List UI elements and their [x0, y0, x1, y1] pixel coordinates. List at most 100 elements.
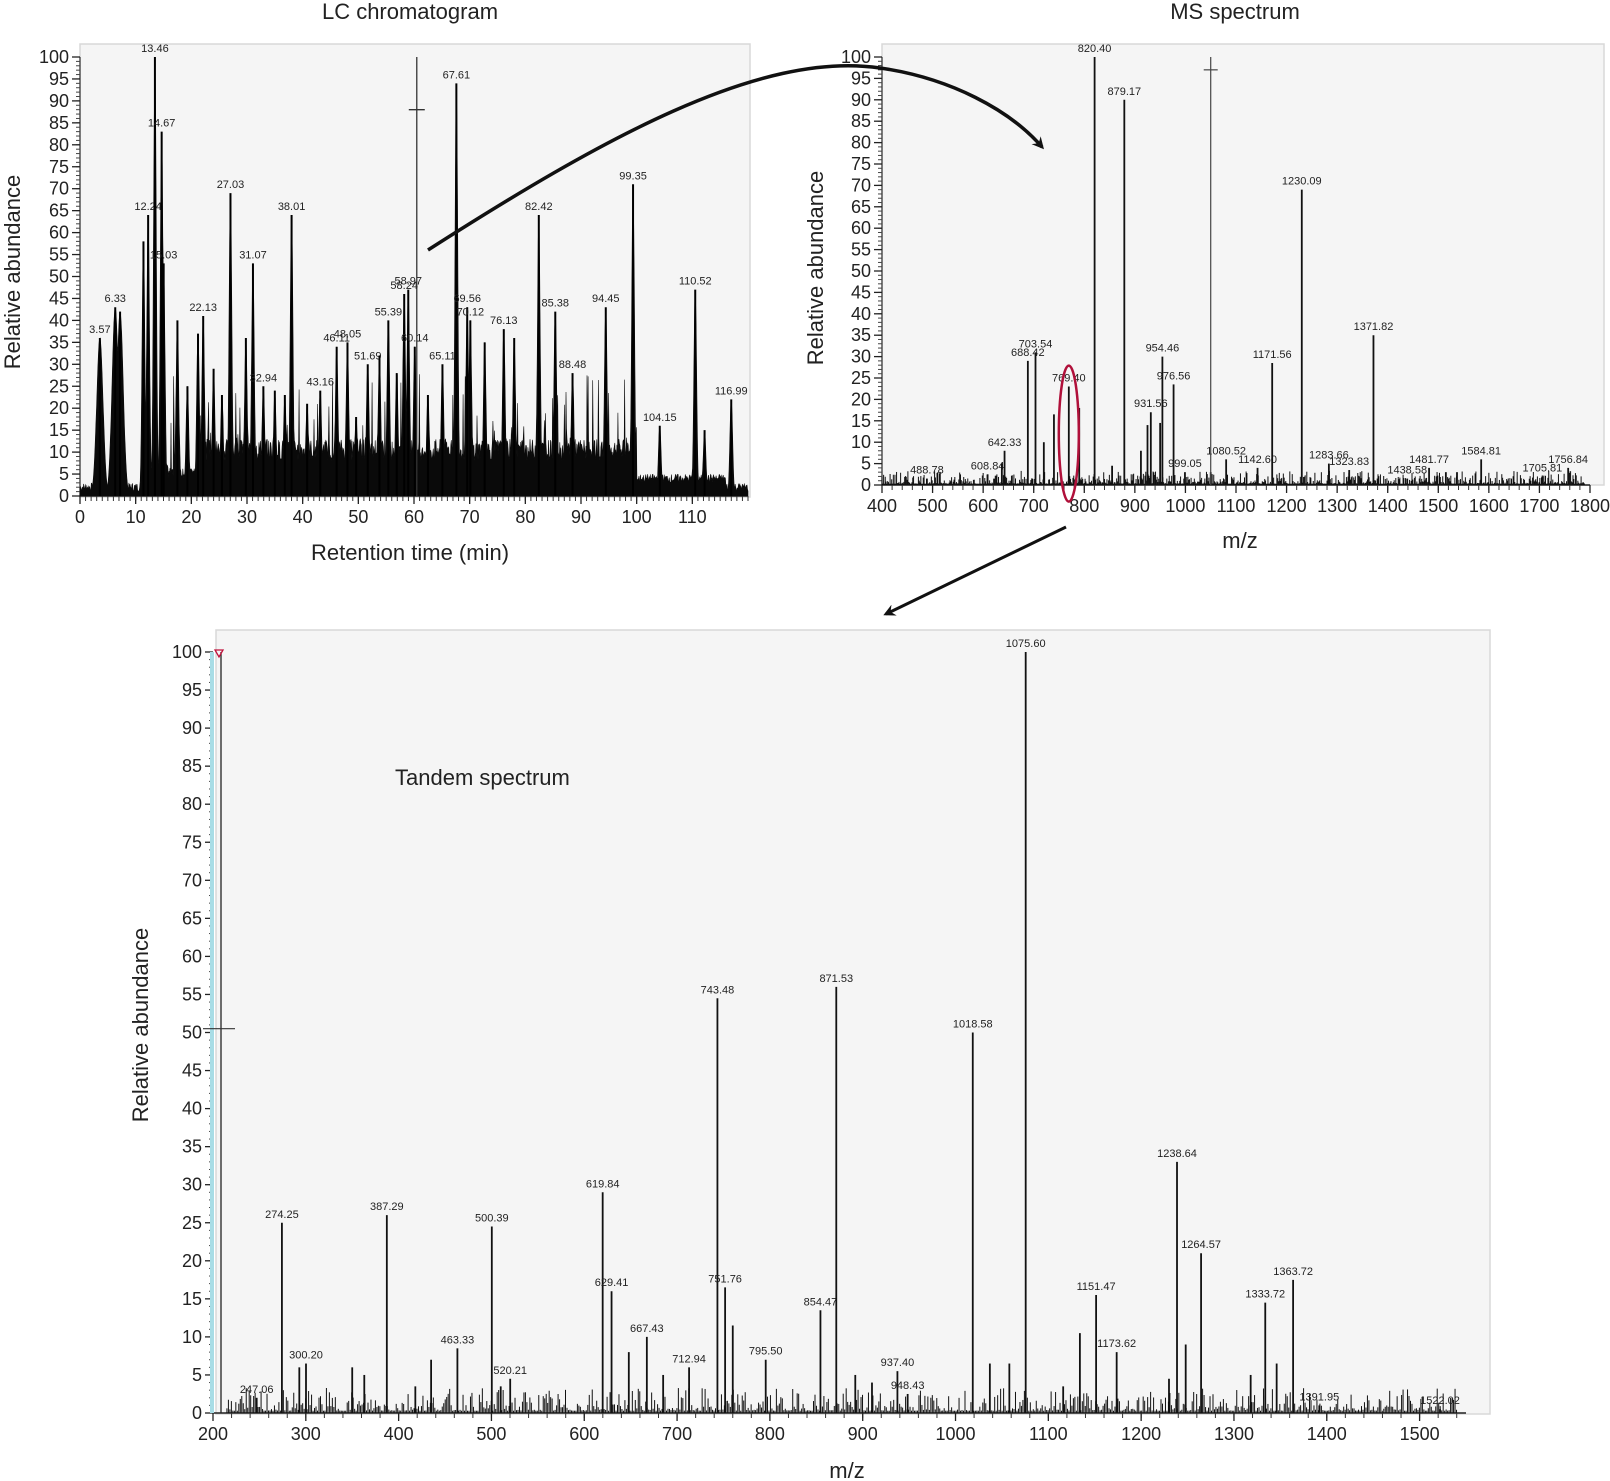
lc-peak-label: 43.16 [306, 377, 334, 389]
arrow-lc-to-ms [427, 63, 1044, 252]
msms-x-tick-label: 700 [662, 1424, 692, 1444]
ms-peak-label: 1142.60 [1238, 454, 1277, 466]
lc-y-tick-label: 90 [49, 91, 69, 111]
msms-peak-label: 795.50 [749, 1346, 783, 1358]
ms-y-tick-label: 85 [851, 111, 871, 131]
msms-x-tick-label: 200 [198, 1424, 228, 1444]
ms-x-tick-label: 1700 [1519, 496, 1559, 516]
lc-y-tick-label: 20 [49, 398, 69, 418]
lc-peak-label: 51.69 [354, 350, 382, 362]
msms-x-tick-label: 1000 [935, 1424, 975, 1444]
ms-spectrum-panel: MS spectrum 0510152025303540455055606570… [803, 0, 1610, 553]
msms-y-tick-label: 5 [192, 1365, 202, 1385]
msms-y-tick-label: 15 [182, 1289, 202, 1309]
ms-peak-label: 1481.77 [1409, 454, 1449, 466]
msms-peak-label: 463.33 [441, 1334, 475, 1346]
msms-y-tick-label: 35 [182, 1137, 202, 1157]
ms-peak-label: 976.56 [1157, 370, 1191, 382]
msms-x-tick-label: 900 [848, 1424, 878, 1444]
msms-y-tick-label: 55 [182, 984, 202, 1004]
msms-peak-label: 387.29 [370, 1201, 404, 1213]
lc-x-tick-label: 90 [571, 507, 591, 527]
msms-x-tick-label: 1300 [1214, 1424, 1254, 1444]
ms-peak-label: 488.78 [910, 465, 944, 477]
ms-peak-label: 931.56 [1134, 398, 1168, 410]
lc-y-tick-label: 0 [59, 486, 69, 506]
lc-peak-label: 15.03 [150, 249, 178, 261]
ms-peak-label: 1080.52 [1206, 445, 1246, 457]
ms-y-tick-label: 60 [851, 218, 871, 238]
ms-x-tick-label: 1000 [1165, 496, 1205, 516]
msms-peak-label: 871.53 [819, 973, 853, 985]
msms-chart-title: Tandem spectrum [395, 765, 570, 790]
ms-x-tick-label: 800 [1069, 496, 1099, 516]
lc-y-tick-label: 60 [49, 223, 69, 243]
lc-x-tick-label: 0 [75, 507, 85, 527]
msms-y-tick-label: 75 [182, 832, 202, 852]
msms-peak-label: 520.21 [493, 1365, 527, 1377]
ms-x-tick-label: 1500 [1418, 496, 1458, 516]
lc-y-tick-label: 50 [49, 267, 69, 287]
ms-x-tick-label: 1200 [1267, 496, 1307, 516]
lc-chart-title: LC chromatogram [322, 0, 498, 24]
msms-peak-label: 1018.58 [953, 1019, 993, 1031]
lc-y-tick-label: 65 [49, 201, 69, 221]
msms-y-tick-label: 50 [182, 1023, 202, 1043]
msms-plot-area [215, 629, 1491, 1415]
ms-x-tick-label: 400 [867, 496, 897, 516]
ms-x-tick-label: 1100 [1217, 496, 1256, 516]
ms-x-tick-label: 1300 [1317, 496, 1357, 516]
lc-x-tick-label: 10 [126, 507, 146, 527]
msms-y-tick-label: 80 [182, 794, 202, 814]
lc-peak-label: 60.14 [401, 333, 429, 345]
ms-y-tick-label: 35 [851, 325, 871, 345]
ms-peak-label: 1230.09 [1282, 176, 1322, 188]
ms-y-tick-label: 40 [851, 304, 871, 324]
ms-x-tick-label: 1600 [1469, 496, 1509, 516]
ms-peak-label: 769.40 [1052, 373, 1086, 385]
msms-x-tick-label: 300 [291, 1424, 321, 1444]
lc-peak-label: 99.35 [619, 170, 647, 182]
ms-peak-label: 999.05 [1168, 458, 1202, 470]
ms-y-tick-label: 70 [851, 175, 871, 195]
msms-y-tick-label: 65 [182, 908, 202, 928]
lc-peak-label: 65.11 [429, 350, 456, 362]
lc-x-axis-title: Retention time (min) [311, 540, 509, 565]
ms-precursor-highlight [1057, 364, 1081, 503]
msms-y-tick-label: 30 [182, 1175, 202, 1195]
msms-x-tick-label: 500 [476, 1424, 506, 1444]
ms-peak-label: 1371.82 [1354, 321, 1394, 333]
lc-peak-label: 12.24 [134, 201, 162, 213]
ms-chart-title: MS spectrum [1170, 0, 1300, 24]
ms-y-tick-label: 75 [851, 154, 871, 174]
ms-y-tick-label: 5 [861, 454, 871, 474]
ms-y-tick-label: 80 [851, 133, 871, 153]
lc-y-tick-label: 15 [49, 420, 69, 440]
msms-peak-label: 1173.62 [1097, 1338, 1136, 1350]
ms-plot-area [881, 43, 1605, 486]
lc-y-tick-label: 75 [49, 157, 69, 177]
ms-peak-label: 1705.81 [1522, 462, 1562, 474]
lc-y-tick-label: 55 [49, 245, 69, 265]
lc-peak-label: 38.01 [278, 201, 306, 213]
ms-x-tick-label: 700 [1019, 496, 1049, 516]
ms-y-tick-label: 90 [851, 90, 871, 110]
ms-x-tick-label: 900 [1120, 496, 1150, 516]
lc-peak-label: 88.48 [559, 359, 587, 371]
msms-y-tick-label: 25 [182, 1213, 202, 1233]
ms-peak-label: 820.40 [1078, 43, 1112, 55]
msms-y-tick-label: 90 [182, 718, 202, 738]
lc-peak-label: 55.39 [375, 306, 403, 318]
lc-x-tick-label: 110 [678, 507, 707, 527]
ms-y-tick-label: 20 [851, 389, 871, 409]
lc-peak-label: 110.52 [679, 276, 712, 288]
msms-peak-label: 1522.02 [1420, 1395, 1460, 1407]
msms-y-tick-label: 10 [182, 1327, 202, 1347]
msms-peak-label: 247.06 [240, 1384, 274, 1396]
msms-x-tick-label: 800 [755, 1424, 785, 1444]
lc-peak-label: 67.61 [443, 69, 471, 81]
ms-peak-label: 1283.66 [1309, 450, 1349, 462]
ms-y-tick-label: 65 [851, 197, 871, 217]
msms-peak-label: 712.94 [672, 1353, 706, 1365]
